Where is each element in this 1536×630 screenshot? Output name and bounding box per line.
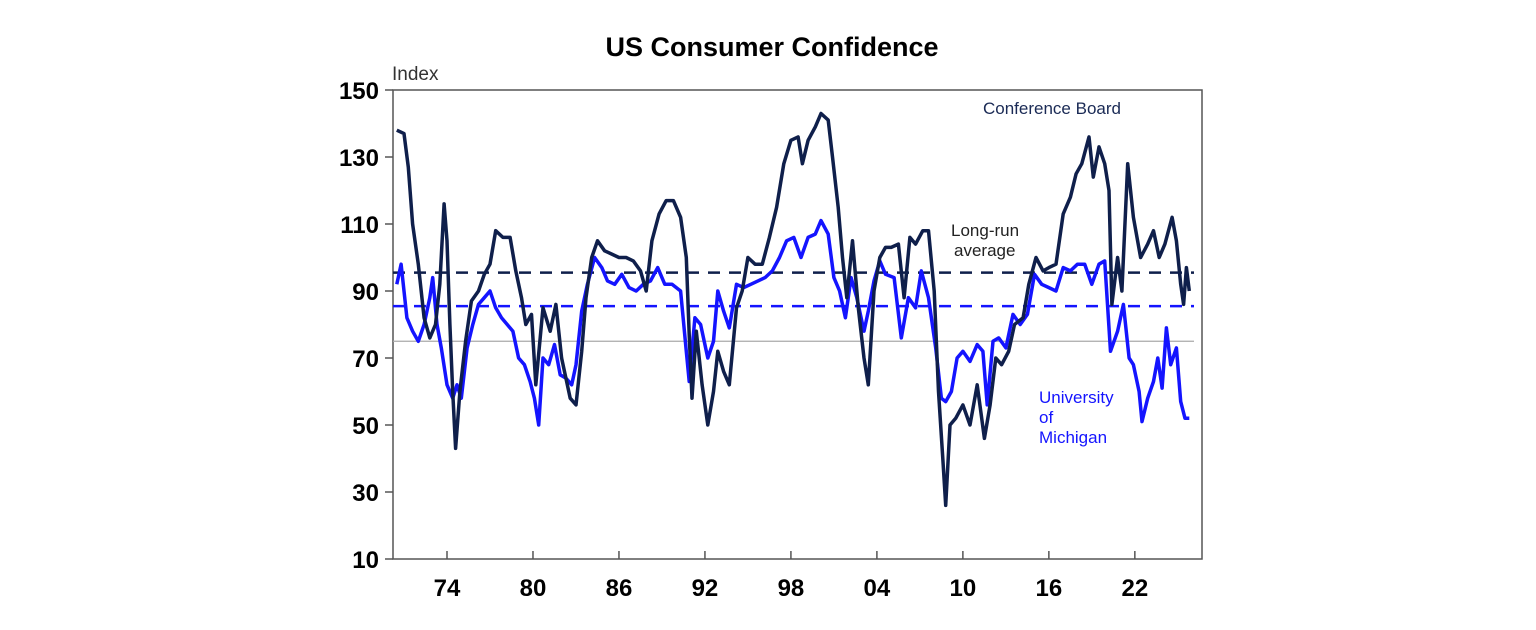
x-tick-label: 98 xyxy=(778,575,805,602)
annotation-umich-line2: of xyxy=(1039,408,1053,427)
y-tick-label: 130 xyxy=(339,145,379,172)
annotation-conference-board: Conference Board xyxy=(983,99,1121,118)
x-tick-label: 04 xyxy=(864,575,891,602)
series-line-conference-board xyxy=(396,111,1192,508)
series-lines xyxy=(395,111,1192,508)
x-tick-label: 16 xyxy=(1036,575,1063,602)
chart-title: US Consumer Confidence xyxy=(605,32,938,62)
y-tick-label: 110 xyxy=(340,212,379,239)
y-tick-label: 50 xyxy=(352,413,379,440)
x-tick-label: 10 xyxy=(950,575,977,602)
x-tick-label: 92 xyxy=(692,575,719,602)
x-tick-label: 86 xyxy=(606,575,633,602)
x-tick-label: 80 xyxy=(520,575,547,602)
annotation-long-run-line2: average xyxy=(954,241,1015,260)
y-tick-label: 10 xyxy=(352,547,379,574)
y-tick-label: 30 xyxy=(352,480,379,507)
annotation-umich-line1: University xyxy=(1039,388,1114,407)
x-axis: 74 80 86 92 98 04 10 16 22 xyxy=(434,551,1148,602)
annotation-umich-line3: Michigan xyxy=(1039,428,1107,447)
series-line-university-of-michigan xyxy=(395,218,1190,427)
x-tick-label: 22 xyxy=(1121,575,1148,602)
y-axis-unit-label: Index xyxy=(392,64,439,85)
y-tick-label: 70 xyxy=(352,346,379,373)
y-tick-label: 150 xyxy=(339,78,379,105)
y-tick-label: 90 xyxy=(352,279,379,306)
x-tick-label: 74 xyxy=(434,575,461,602)
reference-lines xyxy=(393,271,1194,342)
y-axis: 10 30 50 70 90 110 130 150 xyxy=(339,78,393,574)
plot-frame xyxy=(392,89,1203,560)
annotation-long-run-line1: Long-run xyxy=(951,221,1019,240)
